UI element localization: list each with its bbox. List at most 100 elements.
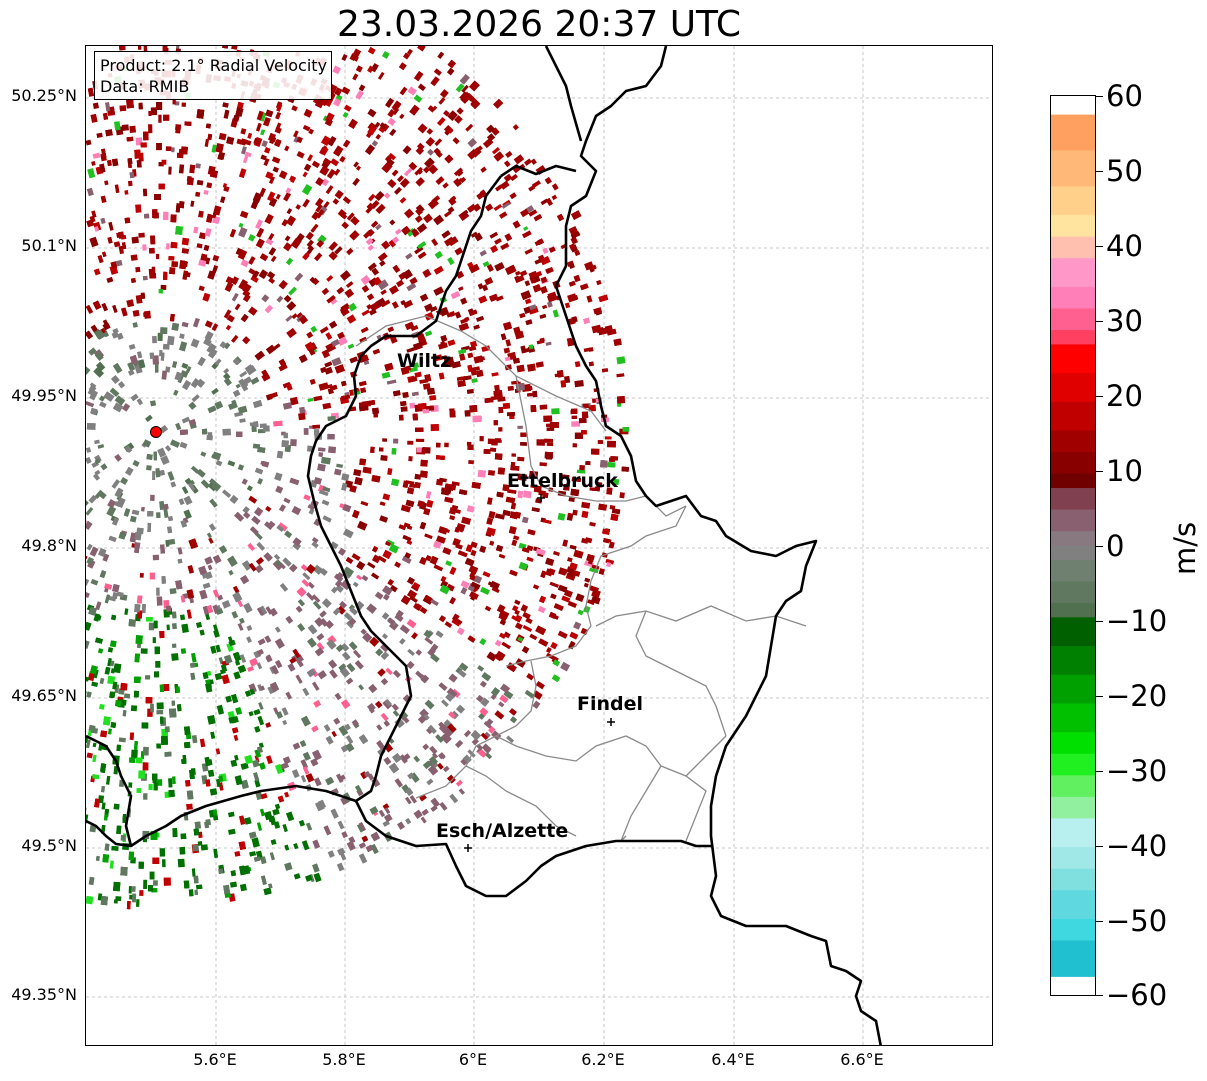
radar-echo-pixel (186, 803, 193, 810)
radar-echo-pixel (510, 502, 517, 510)
radar-echo-pixel (169, 708, 177, 718)
radar-echo-pixel (397, 175, 404, 183)
radar-echo-pixel (440, 576, 447, 583)
radar-echo-pixel (304, 341, 315, 351)
radar-echo-pixel (424, 699, 435, 710)
radar-echo-pixel (312, 424, 320, 429)
radar-echo-pixel (136, 351, 143, 359)
radar-echo-pixel (478, 295, 488, 304)
radar-echo-pixel (348, 617, 357, 626)
radar-echo-pixel (340, 307, 350, 317)
radar-echo-pixel (253, 856, 261, 862)
radar-echo-pixel (184, 121, 192, 126)
radar-echo-pixel (500, 683, 510, 694)
radar-echo-pixel (524, 248, 533, 255)
radar-echo-pixel (346, 620, 354, 629)
radar-echo-pixel (537, 238, 545, 245)
radar-echo-pixel (382, 633, 388, 640)
radar-echo-pixel (426, 128, 434, 135)
radar-echo-pixel (466, 389, 474, 394)
radar-echo-pixel (293, 135, 300, 143)
radar-echo-pixel (443, 727, 454, 738)
radar-echo-pixel (181, 248, 189, 254)
radar-echo-pixel (485, 203, 494, 212)
radar-map[interactable] (85, 45, 993, 1046)
radar-map-canvas (86, 46, 992, 1045)
radar-echo-pixel (148, 784, 153, 791)
radar-echo-pixel (354, 477, 363, 486)
radar-echo-pixel (134, 741, 138, 750)
radar-echo-pixel (426, 778, 434, 786)
radar-echo-pixel (191, 465, 199, 474)
radar-echo-pixel (381, 612, 390, 620)
radar-echo-pixel (274, 638, 285, 649)
radar-echo-pixel (479, 356, 485, 361)
radar-echo-pixel (238, 279, 248, 290)
radar-echo-pixel (498, 211, 508, 219)
radar-echo-pixel (605, 558, 615, 565)
radar-echo-pixel (242, 560, 252, 571)
radar-echo-pixel (232, 358, 240, 366)
radar-echo-pixel (429, 555, 439, 565)
radar-echo-pixel (422, 713, 430, 721)
radar-echo-pixel (86, 364, 91, 375)
radar-echo-pixel (235, 660, 241, 666)
radar-echo-pixel (323, 825, 332, 836)
radar-echo-pixel (301, 840, 310, 851)
radar-echo-pixel (486, 133, 496, 142)
radar-echo-pixel (409, 366, 419, 373)
radar-echo-pixel (261, 369, 269, 377)
radar-echo-pixel (171, 322, 180, 331)
radar-echo-pixel (115, 700, 122, 707)
radar-echo-pixel (180, 648, 187, 654)
radar-echo-pixel (236, 431, 243, 437)
radar-echo-pixel (301, 715, 311, 727)
radar-echo-pixel (342, 528, 354, 539)
radar-echo-pixel (247, 666, 254, 672)
radar-echo-pixel (198, 210, 204, 218)
radar-echo-pixel (206, 532, 212, 539)
radar-echo-pixel (539, 404, 548, 410)
radar-echo-pixel (182, 755, 187, 763)
radar-echo-pixel (358, 380, 367, 387)
radar-echo-pixel (143, 746, 149, 756)
radar-echo-pixel (493, 390, 503, 398)
radar-echo-pixel (568, 641, 576, 650)
radar-echo-pixel (268, 247, 277, 256)
radar-echo-pixel (234, 754, 239, 761)
radar-echo-pixel (207, 405, 217, 414)
radar-echo-pixel (389, 219, 396, 226)
radar-echo-pixel (415, 146, 425, 155)
radar-echo-pixel (248, 306, 258, 316)
radar-echo-pixel (152, 554, 159, 561)
radar-echo-pixel (152, 637, 156, 644)
radar-echo-pixel (325, 735, 334, 745)
radar-echo-pixel (91, 161, 96, 166)
radar-echo-pixel (86, 676, 90, 682)
radar-echo-pixel (316, 642, 325, 651)
radar-echo-pixel (581, 411, 589, 419)
radar-echo-pixel (240, 383, 249, 392)
radar-echo-pixel (330, 586, 338, 594)
radar-echo-pixel (235, 107, 244, 117)
radar-echo-pixel (275, 193, 281, 200)
radar-echo-pixel (438, 752, 446, 760)
radar-echo-pixel (203, 244, 210, 251)
radar-echo-pixel (153, 880, 158, 886)
radar-echo-pixel (550, 593, 557, 600)
radar-echo-pixel (231, 334, 239, 343)
radar-echo-pixel (102, 854, 109, 863)
radar-echo-pixel (206, 213, 214, 223)
radar-echo-pixel (514, 275, 525, 284)
radar-echo-pixel (387, 617, 396, 626)
radar-echo-pixel (159, 631, 165, 639)
radar-echo-pixel (156, 596, 163, 606)
radar-echo-pixel (88, 347, 97, 356)
radar-echo-pixel (530, 158, 537, 165)
radar-echo-pixel (359, 458, 367, 466)
radar-echo-pixel (358, 734, 369, 745)
radar-echo-pixel (128, 782, 133, 788)
radar-echo-pixel (239, 418, 246, 423)
radar-echo-pixel (597, 440, 604, 444)
radar-echo-pixel (546, 442, 554, 447)
